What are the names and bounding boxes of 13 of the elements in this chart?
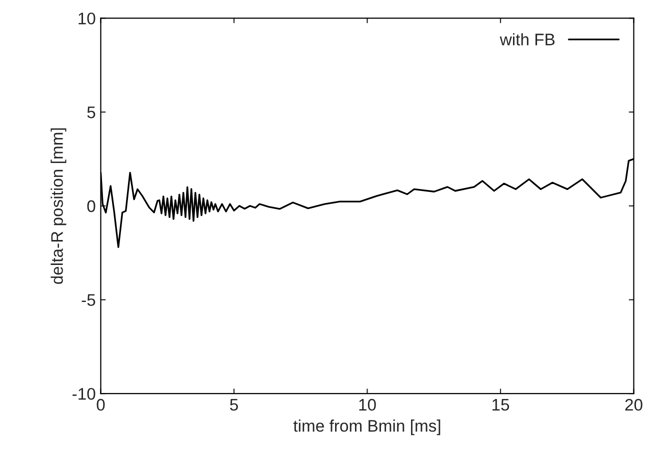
x-tick-label: 0	[96, 398, 105, 411]
y-tick-label: 10	[78, 12, 96, 24]
y-tick-label: 0	[87, 200, 96, 212]
x-axis-title: time from Bmin [ms]	[293, 420, 440, 436]
legend-label: with FB	[500, 33, 555, 46]
y-tick-label: -5	[82, 294, 96, 306]
x-tick-label: 5	[230, 399, 238, 411]
y-tick-label: -10	[72, 388, 96, 400]
y-tick-label: 5	[87, 106, 96, 118]
x-tick-label: 15	[492, 399, 510, 411]
y-axis-title: delta-R position [mm]	[50, 128, 66, 284]
x-tick-label: 10	[359, 398, 376, 411]
x-tick-label: 20	[625, 398, 642, 411]
